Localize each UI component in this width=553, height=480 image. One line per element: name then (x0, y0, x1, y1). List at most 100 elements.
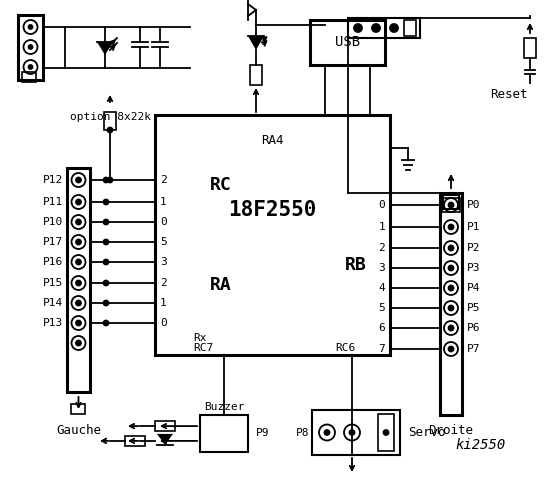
Text: option 8x22k: option 8x22k (70, 112, 150, 122)
Text: P9: P9 (256, 429, 270, 439)
Text: RB: RB (345, 256, 367, 274)
Text: USB: USB (335, 36, 360, 49)
Bar (250, 65, 262, 85)
Text: 1: 1 (160, 298, 167, 308)
Text: RA: RA (210, 276, 232, 294)
Circle shape (325, 430, 330, 435)
Circle shape (383, 430, 389, 435)
Circle shape (448, 325, 453, 331)
Bar (404, 20, 416, 36)
Text: ki2550: ki2550 (455, 438, 505, 452)
Circle shape (76, 240, 81, 244)
Text: 0: 0 (160, 217, 167, 227)
Bar (348, 18, 420, 38)
Text: P4: P4 (467, 283, 481, 293)
Text: P0: P0 (467, 200, 481, 210)
Text: P8: P8 (296, 429, 310, 439)
Text: P5: P5 (467, 303, 481, 313)
Text: 5: 5 (378, 303, 385, 313)
Circle shape (76, 321, 81, 325)
Circle shape (107, 178, 112, 182)
Bar (524, 38, 536, 58)
Circle shape (103, 280, 108, 286)
Bar (22, 72, 36, 82)
Polygon shape (97, 42, 113, 55)
Circle shape (76, 280, 81, 286)
Text: Servo: Servo (408, 426, 446, 439)
Text: 1: 1 (378, 222, 385, 232)
Circle shape (103, 200, 108, 204)
Text: 2: 2 (160, 278, 167, 288)
Circle shape (448, 305, 453, 311)
Bar (378, 414, 394, 451)
Circle shape (103, 300, 108, 305)
Circle shape (76, 260, 81, 264)
Circle shape (107, 128, 112, 132)
Bar (18, 15, 43, 80)
Circle shape (448, 203, 453, 207)
Text: 1: 1 (160, 197, 167, 207)
Bar (312, 410, 400, 455)
Text: P10: P10 (43, 217, 63, 227)
Circle shape (103, 219, 108, 225)
Text: P12: P12 (43, 175, 63, 185)
Text: P7: P7 (467, 344, 481, 354)
Text: 0: 0 (378, 200, 385, 210)
Text: RA4: RA4 (261, 133, 284, 146)
Text: RC: RC (210, 176, 232, 194)
Bar (67, 168, 90, 392)
Circle shape (29, 65, 33, 69)
Circle shape (354, 24, 362, 32)
Text: 2: 2 (160, 175, 167, 185)
Text: P2: P2 (467, 243, 481, 253)
Text: P3: P3 (467, 263, 481, 273)
Bar (200, 415, 248, 452)
Text: P1: P1 (467, 222, 481, 232)
Text: P6: P6 (467, 323, 481, 333)
Bar (155, 421, 175, 431)
Text: RC6: RC6 (335, 343, 355, 353)
Text: 4: 4 (378, 283, 385, 293)
Text: 6: 6 (378, 323, 385, 333)
Bar (71, 404, 85, 414)
Circle shape (448, 225, 453, 229)
Text: 0: 0 (160, 318, 167, 328)
Text: 5: 5 (160, 237, 167, 247)
Circle shape (103, 321, 108, 325)
Bar (155, 115, 390, 355)
Text: 3: 3 (378, 263, 385, 273)
Circle shape (448, 347, 453, 351)
Bar (125, 436, 145, 446)
Bar (104, 112, 116, 130)
Text: Gauche: Gauche (56, 423, 101, 436)
Circle shape (76, 178, 81, 182)
Polygon shape (157, 434, 173, 445)
Circle shape (103, 178, 108, 182)
Text: P16: P16 (43, 257, 63, 267)
Circle shape (103, 240, 108, 244)
Bar (442, 198, 460, 212)
Polygon shape (248, 36, 264, 50)
Circle shape (76, 200, 81, 204)
Circle shape (448, 286, 453, 290)
Circle shape (103, 260, 108, 264)
Text: 3: 3 (160, 257, 167, 267)
Text: P17: P17 (43, 237, 63, 247)
Text: RC7: RC7 (193, 343, 213, 353)
Circle shape (390, 24, 398, 32)
Bar (440, 193, 462, 415)
Bar (443, 195, 459, 209)
Text: Reset: Reset (490, 88, 528, 101)
Bar (310, 20, 385, 65)
Text: Droite: Droite (429, 423, 473, 436)
Circle shape (372, 24, 380, 32)
Text: 18F2550: 18F2550 (228, 200, 317, 220)
Text: Rx: Rx (193, 333, 206, 343)
Circle shape (76, 219, 81, 225)
Text: P14: P14 (43, 298, 63, 308)
Circle shape (448, 265, 453, 271)
Text: P13: P13 (43, 318, 63, 328)
Circle shape (29, 45, 33, 49)
Circle shape (76, 340, 81, 346)
Text: P15: P15 (43, 278, 63, 288)
